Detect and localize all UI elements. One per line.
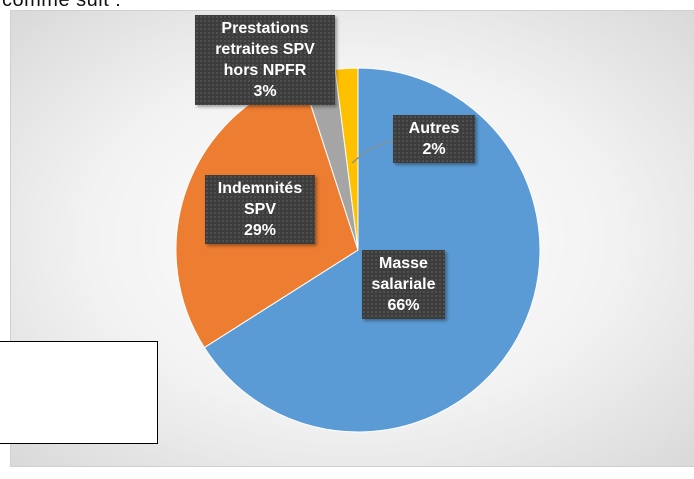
label-name: Indemnités SPV <box>217 180 303 218</box>
label-name: Autres <box>408 120 460 137</box>
data-label: Masse salariale 66% <box>362 250 445 319</box>
label-value: 3% <box>253 83 277 100</box>
label-value: 66% <box>387 297 420 314</box>
data-label: Autres 2% <box>393 115 475 163</box>
data-label: Indemnités SPV 29% <box>205 175 315 244</box>
data-label: Prestations retraites SPV hors NPFR 3% <box>195 15 335 105</box>
pie-slice <box>334 67 359 251</box>
intro-text: comme suit : <box>2 0 122 11</box>
leader-line <box>351 139 394 164</box>
label-value: 29% <box>243 222 277 239</box>
label-name: Prestations retraites SPV hors NPFR <box>215 20 315 79</box>
empty-box <box>0 341 158 444</box>
label-name: Masse salariale <box>371 255 436 293</box>
label-value: 2% <box>422 141 446 158</box>
